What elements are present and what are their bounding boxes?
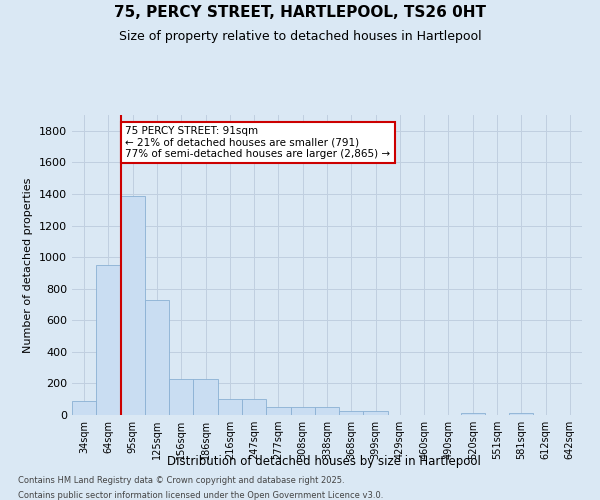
Bar [218, 399, 242, 415]
Bar [72, 401, 96, 415]
Text: 75, PERCY STREET, HARTLEPOOL, TS26 0HT: 75, PERCY STREET, HARTLEPOOL, TS26 0HT [114, 5, 486, 20]
Bar [193, 378, 218, 415]
Bar [121, 196, 145, 415]
Text: Distribution of detached houses by size in Hartlepool: Distribution of detached houses by size … [167, 455, 481, 468]
Bar [364, 411, 388, 415]
Bar [509, 414, 533, 415]
Bar [339, 411, 364, 415]
Text: Contains public sector information licensed under the Open Government Licence v3: Contains public sector information licen… [18, 491, 383, 500]
Bar [242, 399, 266, 415]
Bar [145, 300, 169, 415]
Bar [266, 407, 290, 415]
Bar [169, 378, 193, 415]
Text: 75 PERCY STREET: 91sqm
← 21% of detached houses are smaller (791)
77% of semi-de: 75 PERCY STREET: 91sqm ← 21% of detached… [125, 126, 391, 160]
Bar [461, 414, 485, 415]
Bar [315, 407, 339, 415]
Bar [96, 265, 121, 415]
Bar [290, 407, 315, 415]
Text: Contains HM Land Registry data © Crown copyright and database right 2025.: Contains HM Land Registry data © Crown c… [18, 476, 344, 485]
Text: Size of property relative to detached houses in Hartlepool: Size of property relative to detached ho… [119, 30, 481, 43]
Y-axis label: Number of detached properties: Number of detached properties [23, 178, 34, 352]
